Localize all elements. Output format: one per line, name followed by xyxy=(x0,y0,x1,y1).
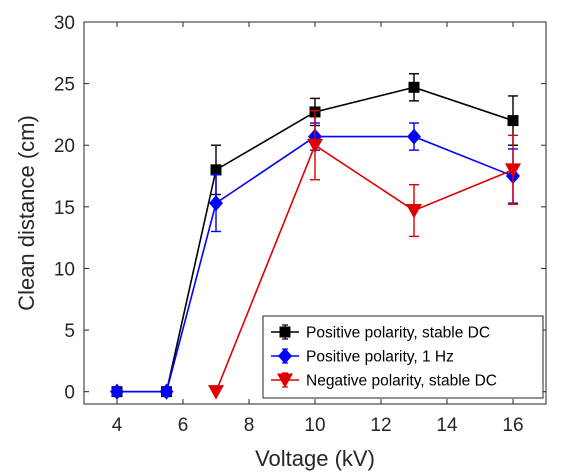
y-tick-label: 25 xyxy=(54,75,75,96)
x-tick-label: 16 xyxy=(502,415,523,436)
legend-label: Positive polarity, 1 Hz xyxy=(306,349,454,366)
y-tick-label: 0 xyxy=(64,383,75,404)
data-point xyxy=(507,115,519,127)
legend-marker xyxy=(279,326,291,338)
axes: 4 6 8 10 12 14 16 0 5 10 15 20 25 30 xyxy=(54,13,547,436)
x-axis-label: Voltage (kV) xyxy=(255,446,375,471)
legend: Positive polarity, stable DC Positive pol… xyxy=(262,315,544,399)
legend-entry: Negative polarity, stable DC xyxy=(271,372,497,390)
y-tick-label: 5 xyxy=(64,321,75,342)
data-point xyxy=(110,383,124,400)
legend-marker xyxy=(278,348,292,364)
series-line xyxy=(117,135,514,393)
legend-entry: Positive polarity, stable DC xyxy=(271,324,490,342)
y-tick-label: 10 xyxy=(54,259,75,280)
data-point xyxy=(208,385,224,400)
series-line xyxy=(215,144,514,392)
x-tick-label: 12 xyxy=(370,415,391,436)
data-point xyxy=(307,138,323,154)
data-point xyxy=(406,204,422,219)
y-axis-label: Clean distance (cm) xyxy=(14,115,39,311)
data-point xyxy=(209,195,223,212)
legend-label: Negative polarity, stable DC xyxy=(306,373,497,390)
legend-entry: Positive polarity, 1 Hz xyxy=(271,348,454,366)
x-tick-label: 8 xyxy=(244,415,255,436)
x-tick-label: 6 xyxy=(178,415,189,436)
plot-area xyxy=(110,73,521,400)
x-tick-label: 4 xyxy=(112,415,123,436)
data-point xyxy=(407,128,421,145)
legend-marker xyxy=(277,373,293,388)
legend-label: Positive polarity, stable DC xyxy=(306,325,490,342)
data-point xyxy=(505,163,521,178)
series-2 xyxy=(208,110,521,400)
legend-box xyxy=(262,315,544,399)
y-tick-label: 20 xyxy=(54,136,75,157)
x-tick-label: 10 xyxy=(304,415,325,436)
x-tick-label: 14 xyxy=(436,415,458,436)
y-tick-label: 15 xyxy=(54,198,75,219)
data-point xyxy=(210,164,222,176)
data-point xyxy=(159,383,174,400)
y-tick-label: 30 xyxy=(54,13,75,34)
data-point xyxy=(408,81,420,93)
